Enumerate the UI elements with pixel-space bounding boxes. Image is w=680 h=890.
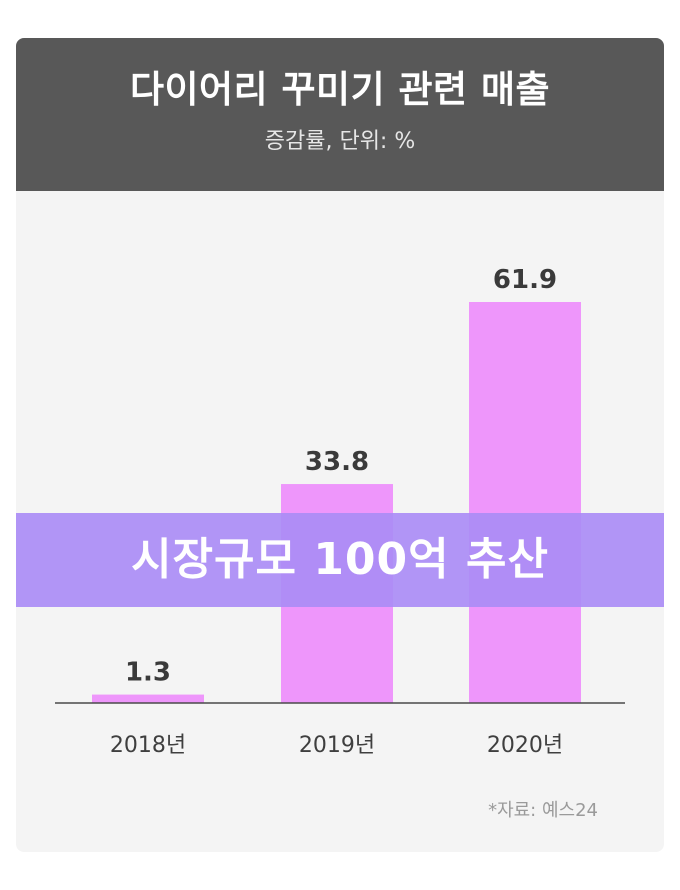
value-label-2020년: 61.9 [493,265,557,295]
category-label-2020년: 2020년 [487,733,563,758]
value-label-2018년: 1.3 [125,658,171,688]
category-label-2018년: 2018년 [110,733,186,758]
chart-header: 다이어리 꾸미기 관련 매출 증감률, 단위: % [16,38,664,191]
bar-2020년 [469,302,581,703]
market-size-banner: 시장규모 100억 추산 [16,513,664,607]
chart-title: 다이어리 꾸미기 관련 매출 [129,68,551,111]
value-label-2019년: 33.8 [305,447,369,477]
category-label-2019년: 2019년 [299,733,375,758]
bar-2018년 [92,694,204,703]
chart-subtitle: 증감률, 단위: % [264,129,416,154]
source-note: *자료: 예스24 [488,800,598,821]
